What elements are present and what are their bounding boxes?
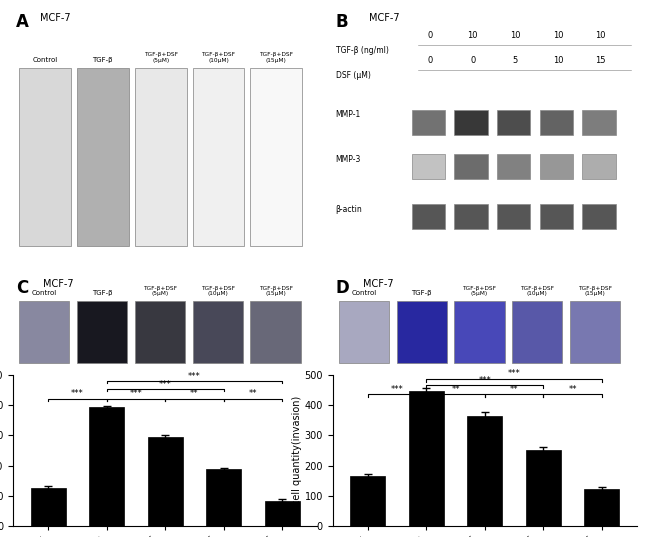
- Text: TGF-β+DSF
(5μM): TGF-β+DSF (5μM): [463, 286, 497, 296]
- FancyBboxPatch shape: [396, 301, 447, 363]
- Text: MCF-7: MCF-7: [363, 279, 394, 289]
- Text: 0: 0: [428, 31, 433, 40]
- Text: Control: Control: [351, 290, 376, 296]
- Bar: [206, 469, 241, 526]
- Text: 10: 10: [595, 31, 606, 40]
- Text: D: D: [335, 279, 350, 297]
- Bar: [350, 476, 385, 526]
- Text: **: **: [510, 385, 518, 394]
- Text: Control: Control: [32, 290, 57, 296]
- Text: TGF-β (ng/ml): TGF-β (ng/ml): [335, 46, 389, 55]
- Bar: [31, 488, 66, 526]
- Text: TGF-β+DSF
(15μM): TGF-β+DSF (15μM): [259, 52, 293, 63]
- Bar: [584, 489, 619, 526]
- Bar: [467, 416, 502, 526]
- Text: ***: ***: [129, 389, 142, 398]
- Bar: [148, 437, 183, 526]
- Text: 10: 10: [552, 31, 563, 40]
- Text: A: A: [16, 13, 29, 31]
- Text: 10: 10: [552, 56, 563, 65]
- FancyBboxPatch shape: [339, 301, 389, 363]
- Text: β-actin: β-actin: [335, 205, 363, 214]
- Bar: [454, 204, 488, 229]
- Text: ***: ***: [71, 389, 84, 398]
- Text: ***: ***: [188, 372, 201, 381]
- Text: TGF-β: TGF-β: [92, 57, 113, 63]
- Bar: [582, 204, 616, 229]
- Text: **: **: [190, 389, 199, 398]
- Text: 0: 0: [470, 56, 475, 65]
- FancyBboxPatch shape: [512, 301, 562, 363]
- Text: TGF-β+DSF
(5μM): TGF-β+DSF (5μM): [144, 52, 177, 63]
- FancyBboxPatch shape: [77, 68, 129, 246]
- Text: MCF-7: MCF-7: [40, 13, 71, 23]
- FancyBboxPatch shape: [454, 301, 504, 363]
- Bar: [411, 155, 445, 179]
- Bar: [526, 450, 561, 526]
- Text: ***: ***: [508, 369, 521, 378]
- FancyBboxPatch shape: [192, 68, 244, 246]
- Bar: [540, 110, 573, 135]
- Text: TGF-β+DSF
(10μM): TGF-β+DSF (10μM): [201, 286, 235, 296]
- Text: ***: ***: [478, 376, 491, 384]
- Text: TGF-β: TGF-β: [92, 290, 112, 296]
- Bar: [454, 155, 488, 179]
- Bar: [540, 155, 573, 179]
- Text: ***: ***: [391, 385, 404, 394]
- Bar: [497, 110, 530, 135]
- Text: **: **: [451, 385, 460, 394]
- Text: 10: 10: [510, 31, 521, 40]
- Text: MMP-3: MMP-3: [335, 155, 361, 164]
- Bar: [454, 110, 488, 135]
- Bar: [411, 204, 445, 229]
- Bar: [89, 408, 124, 526]
- Text: **: **: [568, 385, 577, 394]
- Text: 5: 5: [513, 56, 518, 65]
- Text: TGF-β+DSF
(5μM): TGF-β+DSF (5μM): [143, 286, 177, 296]
- Text: Control: Control: [32, 57, 58, 63]
- Text: 15: 15: [595, 56, 606, 65]
- FancyBboxPatch shape: [19, 68, 71, 246]
- Text: MCF-7: MCF-7: [369, 13, 400, 23]
- Text: ***: ***: [159, 380, 172, 389]
- Text: TGF-β+DSF
(10μM): TGF-β+DSF (10μM): [202, 52, 235, 63]
- Bar: [497, 204, 530, 229]
- Text: TGF-β+DSF
(15μM): TGF-β+DSF (15μM): [578, 286, 612, 296]
- Text: B: B: [335, 13, 348, 31]
- FancyBboxPatch shape: [19, 301, 70, 363]
- FancyBboxPatch shape: [192, 301, 243, 363]
- Text: DSF (μM): DSF (μM): [335, 71, 370, 79]
- FancyBboxPatch shape: [570, 301, 620, 363]
- FancyBboxPatch shape: [135, 301, 185, 363]
- Bar: [540, 204, 573, 229]
- Text: **: **: [249, 389, 257, 398]
- Text: TGF-β+DSF
(15μM): TGF-β+DSF (15μM): [259, 286, 292, 296]
- FancyBboxPatch shape: [77, 301, 127, 363]
- Text: MCF-7: MCF-7: [44, 279, 74, 289]
- Text: 0: 0: [428, 56, 433, 65]
- Bar: [265, 500, 300, 526]
- FancyBboxPatch shape: [250, 68, 302, 246]
- Bar: [582, 155, 616, 179]
- Bar: [582, 110, 616, 135]
- Bar: [409, 391, 444, 526]
- FancyBboxPatch shape: [135, 68, 187, 246]
- Y-axis label: cell quantity(invasion): cell quantity(invasion): [292, 396, 302, 505]
- Text: C: C: [16, 279, 29, 297]
- Text: TGF-β: TGF-β: [411, 290, 432, 296]
- Bar: [411, 110, 445, 135]
- Bar: [497, 155, 530, 179]
- Text: TGF-β+DSF
(10μM): TGF-β+DSF (10μM): [520, 286, 554, 296]
- Text: 10: 10: [467, 31, 478, 40]
- Text: MMP-1: MMP-1: [335, 110, 361, 119]
- FancyBboxPatch shape: [250, 301, 301, 363]
